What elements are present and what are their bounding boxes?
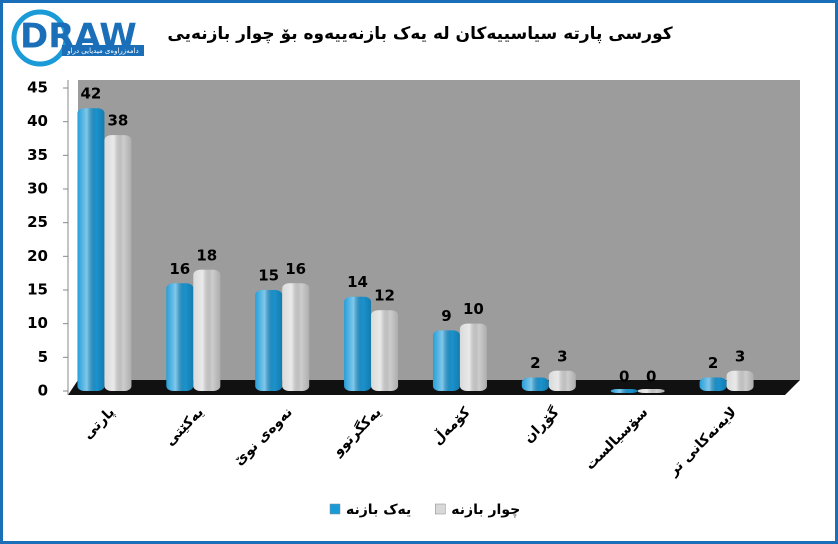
data-label: 12 bbox=[374, 287, 395, 305]
logo-band bbox=[62, 45, 144, 56]
bar-shine bbox=[77, 108, 105, 391]
legend-label: یەک بازنە bbox=[346, 502, 411, 518]
bar-shine bbox=[344, 296, 372, 391]
data-label: 9 bbox=[441, 307, 451, 325]
logo: DRAW دامەزراوەی میدیایی دراو bbox=[11, 9, 144, 67]
logo-tagline: دامەزراوەی میدیایی دراو bbox=[66, 47, 138, 55]
bar-shine bbox=[610, 389, 638, 393]
logo-ring bbox=[11, 9, 69, 67]
y-tick-label: 40 bbox=[27, 112, 48, 130]
legend-label: چوار بازنە bbox=[451, 502, 520, 518]
bar-shine bbox=[726, 370, 754, 391]
y-tick-label: 0 bbox=[38, 382, 48, 400]
bar-shine bbox=[166, 283, 194, 391]
y-tick-label: 20 bbox=[27, 247, 48, 265]
bar-shine bbox=[637, 389, 665, 393]
y-tick-label: 30 bbox=[27, 180, 48, 198]
data-label: 10 bbox=[463, 300, 484, 318]
bar-shine bbox=[699, 377, 727, 391]
data-label: 2 bbox=[708, 354, 718, 372]
bar-shine bbox=[104, 135, 132, 391]
y-tick-label: 10 bbox=[27, 314, 48, 332]
bar-shine bbox=[193, 269, 221, 391]
chart-title: کورسی پارتە سیاسییەکان لە یەک بازنەییەوە… bbox=[167, 24, 672, 44]
legend-swatch bbox=[435, 503, 446, 515]
data-label: 38 bbox=[108, 112, 129, 130]
data-label: 16 bbox=[285, 260, 306, 278]
data-label: 3 bbox=[735, 347, 745, 365]
y-tick-label: 15 bbox=[27, 281, 48, 299]
data-label: 0 bbox=[646, 368, 656, 386]
bar-shine bbox=[459, 323, 487, 391]
y-tick-label: 35 bbox=[27, 146, 48, 164]
bar-shine bbox=[432, 330, 460, 391]
bar-shine bbox=[282, 283, 310, 391]
y-tick-label: 5 bbox=[38, 348, 48, 366]
bar-shine bbox=[255, 290, 283, 391]
data-label: 0 bbox=[619, 368, 629, 386]
data-label: 18 bbox=[196, 246, 217, 264]
legend-swatch bbox=[329, 503, 341, 515]
bar-shine bbox=[548, 370, 576, 391]
data-label: 14 bbox=[347, 273, 368, 291]
y-tick-label: 25 bbox=[27, 213, 48, 231]
data-label: 16 bbox=[169, 260, 190, 278]
bar-shine bbox=[371, 310, 399, 391]
data-label: 2 bbox=[530, 354, 540, 372]
y-tick-label: 45 bbox=[27, 79, 48, 97]
bar-shine bbox=[521, 377, 549, 391]
data-label: 15 bbox=[258, 267, 279, 285]
data-label: 42 bbox=[81, 85, 102, 103]
data-label: 3 bbox=[557, 347, 567, 365]
